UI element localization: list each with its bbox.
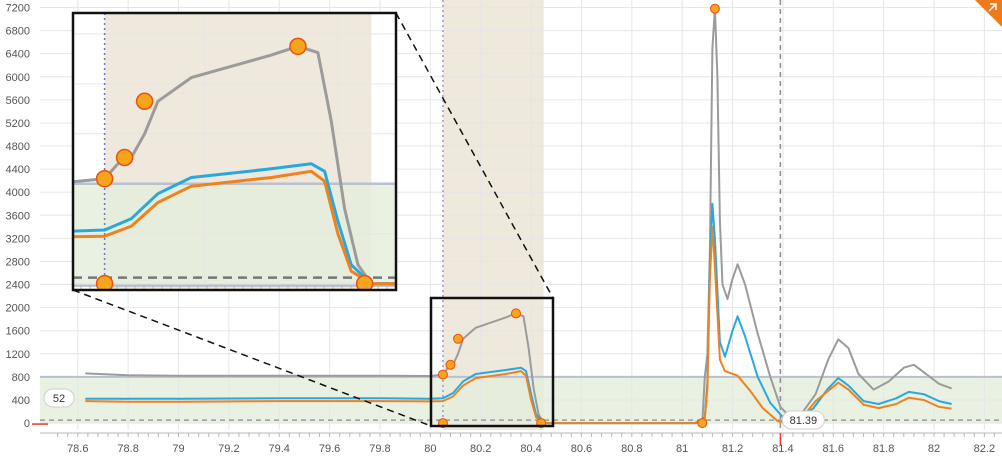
x-tick-label-8: 80.2 [470,443,491,455]
data-marker-1 [437,369,448,380]
x-tick-label-13: 81.2 [722,443,743,455]
y-tick-label-6: 2400 [6,280,30,292]
series-line-blue [85,202,952,425]
y-tick-label-11: 4400 [6,164,30,176]
x-tick-label-2: 79 [172,443,184,455]
y-tick-label-9: 3600 [6,210,30,222]
y-tick-label-17: 6800 [6,26,30,38]
data-marker-6 [697,418,708,429]
x-tick-label-1: 78.8 [117,443,138,455]
x-tick-label-17: 82 [928,443,940,455]
inset-series-line-blue [73,162,396,286]
x-tick-label-16: 81.8 [873,443,894,455]
x-tick-label-6: 79.8 [369,443,390,455]
y-tick-label-16: 6400 [6,49,30,61]
x-tick-labels: 78.6 78.8 79 79.2 79.4 79.6 79.8 80 80.2 80.4 80.6… [67,443,995,455]
y-tick-label-2: 800 [12,372,30,384]
y-tick-label-7: 2800 [6,256,30,268]
y-tick-label-12: 4800 [6,141,30,153]
inset-data-marker-3 [135,92,154,111]
inset-data-marker-1 [95,169,114,188]
data-marker-4 [510,308,521,319]
data-marker-2 [445,359,456,370]
x-tick-label-7: 80 [424,443,436,455]
zoom-region-box [429,296,555,428]
x-tick-label-10: 80.6 [571,443,592,455]
data-marker-7 [709,3,720,14]
y-tick-label-10: 4000 [6,187,30,199]
x-tick-label-11: 80.8 [621,443,642,455]
y-tick-label-13: 5200 [6,118,30,130]
expand-icon [988,3,997,12]
x-tick-label-0: 78.6 [67,443,88,455]
x-tick-label-9: 80.4 [520,443,541,455]
y-tick-labels: 0 400 800 1200 1600 2000 2400 2800 3200 3600 4000 4… [6,3,30,431]
inset-data-marker-4 [289,37,307,56]
x-tick-label-15: 81.6 [823,443,844,455]
cursor-badge-text: 81.39 [790,415,818,427]
corner-triangle-icon [975,0,1002,27]
data-marker-3 [453,333,464,344]
inset-series-line-orange [73,169,396,286]
value-badge[interactable]: 52 [43,388,75,408]
y-tick-label-5: 2000 [6,303,30,315]
x-tick-label-3: 79.2 [218,443,239,455]
inset-data-marker-0 [95,274,114,290]
annotation-layer [32,0,1002,446]
y-tick-label-14: 5600 [6,95,30,107]
y-tick-label-15: 6000 [6,72,30,84]
cursor-badge[interactable]: 81.39 [781,410,825,430]
series-line-orange [85,225,952,425]
x-tick-label-14: 81.4 [772,443,793,455]
inset-data-marker-2 [115,148,134,167]
zoom-connector-top [395,12,554,299]
value-badge-text: 52 [53,393,65,405]
y-tick-label-4: 1600 [6,326,30,338]
zoom-inset-frame [71,11,398,292]
y-tick-label-3: 1200 [6,349,30,361]
zoom-inset-plot [73,13,396,290]
x-tick-label-18: 82.2 [974,443,995,455]
zoom-callout [71,11,555,428]
zoom-connector-bottom [72,289,432,427]
y-tick-label-1: 400 [12,395,30,407]
y-tick-label-0: 0 [24,418,30,430]
inset-series-line-gray [73,44,396,286]
x-tick-label-4: 79.4 [269,443,290,455]
x-tick-label-12: 81 [676,443,688,455]
x-tick-label-5: 79.6 [319,443,340,455]
y-tick-label-8: 3200 [6,233,30,245]
corner-menu-button[interactable] [975,0,1002,27]
x-minor-ticks [57,433,995,437]
y-tick-label-18: 7200 [6,3,30,15]
x-axis: 78.6 78.8 79 79.2 79.4 79.6 79.8 80 80.2 80.4 80.6… [40,432,1002,455]
